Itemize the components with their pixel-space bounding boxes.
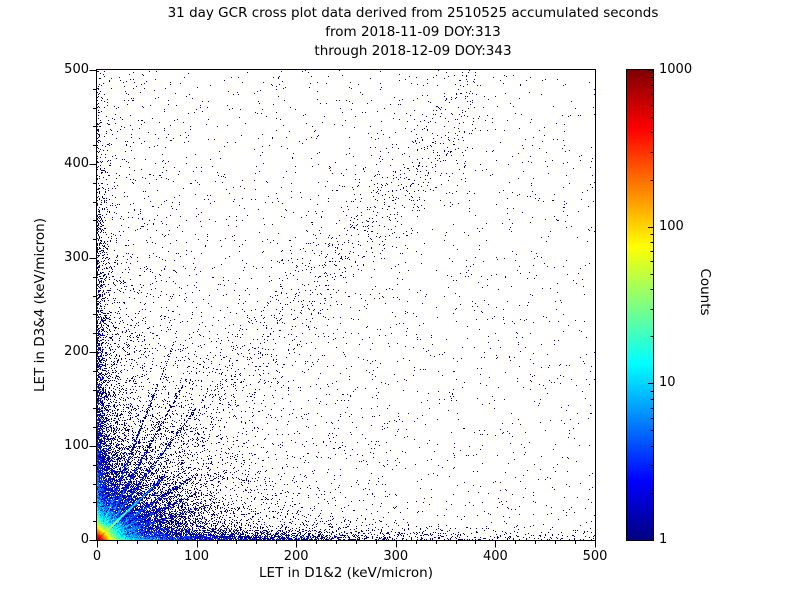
x-axis-label: LET in D1&2 (keV/micron) [259, 565, 433, 581]
y-tick-label: 200 [64, 344, 89, 359]
x-tick-label: 300 [383, 549, 409, 564]
colorbar-gradient [627, 70, 653, 540]
colorbar-label: Counts [697, 268, 713, 316]
scatter-heatmap-canvas [97, 70, 595, 540]
x-tick-label: 500 [582, 549, 608, 564]
y-tick-label: 500 [64, 62, 89, 77]
colorbar-tick-label: 100 [659, 218, 684, 234]
colorbar-tick-label: 1000 [659, 62, 693, 77]
x-tick-label: 200 [283, 549, 309, 564]
y-tick-label: 400 [64, 156, 89, 171]
plot-title-line-3: through 2018-12-09 DOY:343 [314, 43, 512, 59]
y-tick-label: 300 [64, 250, 89, 265]
y-tick-label: 0 [80, 532, 89, 547]
colorbar-tick-label: 10 [659, 375, 676, 391]
plot-title-line-1: 31 day GCR cross plot data derived from … [167, 5, 659, 21]
colorbar-tick-label: 1 [659, 532, 668, 547]
x-tick-label: 100 [184, 549, 209, 564]
x-tick-label: 400 [482, 549, 508, 564]
x-tick-label: 0 [92, 549, 102, 564]
plot-title-block: 31 day GCR cross plot data derived from … [13, 4, 800, 61]
y-tick-label: 100 [64, 438, 89, 453]
plot-title-line-2: from 2018-11-09 DOY:313 [325, 24, 501, 40]
y-axis-label: LET in D3&4 (keV/micron) [32, 218, 48, 392]
